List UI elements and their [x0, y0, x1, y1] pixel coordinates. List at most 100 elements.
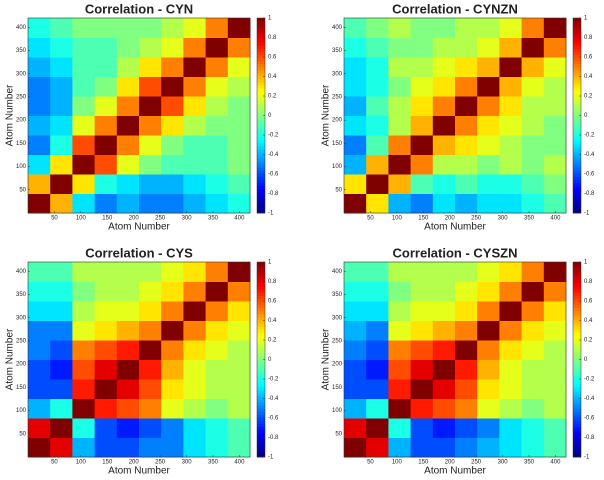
- heatmap-cell: [72, 281, 96, 302]
- colorbar-tick-label: -0.2: [584, 377, 595, 383]
- heatmap-cell: [28, 301, 51, 321]
- heatmap-cell: [410, 418, 434, 438]
- heatmap-cell: [521, 115, 545, 136]
- heatmap-cell: [116, 115, 140, 136]
- colorbar-swatch: [257, 338, 265, 342]
- colorbar-swatch: [573, 325, 581, 330]
- colorbar-swatch: [573, 112, 581, 116]
- colorbar-tick-label: 0.4: [584, 74, 593, 80]
- colorbar-swatch: [573, 396, 581, 400]
- heatmap-cell: [28, 418, 51, 438]
- colorbar-swatch: [257, 167, 265, 171]
- heatmap-cell: [28, 76, 51, 97]
- colorbar-swatch: [257, 185, 265, 190]
- plot-frame: [343, 17, 567, 214]
- x-tick-label: 350: [208, 460, 219, 466]
- colorbar-swatch: [257, 152, 265, 156]
- colorbar-tick-label: 0.8: [584, 35, 593, 41]
- colorbar-swatch: [257, 30, 265, 34]
- heatmap-cell: [455, 379, 478, 399]
- colorbar-tick-label: 0.4: [268, 74, 277, 80]
- heatmap-cell: [50, 437, 73, 458]
- heatmap-cell: [477, 96, 500, 116]
- heatmap-cell: [410, 154, 434, 175]
- colorbar-swatch: [257, 298, 265, 303]
- heatmap-cell: [227, 281, 251, 302]
- heatmap-cell: [139, 96, 162, 116]
- heatmap-cell: [227, 379, 251, 399]
- heatmap-cell: [388, 281, 412, 302]
- colorbar-swatch: [573, 335, 581, 339]
- colorbar-swatch: [573, 265, 581, 269]
- colorbar-swatch: [573, 63, 581, 68]
- heatmap-cell: [227, 37, 251, 58]
- heatmap-cell: [543, 379, 567, 399]
- heatmap-cell: [543, 57, 567, 77]
- colorbar-swatch: [257, 63, 265, 68]
- colorbar-swatch: [573, 133, 581, 138]
- heatmap-panel: 50 100 150 200 250 300 350 400 50 100 150 200 250 300…: [5, 1, 279, 232]
- heatmap-cell: [205, 262, 229, 282]
- y-tick-label: 50: [335, 187, 342, 193]
- y-tick-label: 50: [19, 187, 26, 193]
- colorbar-swatch: [257, 133, 265, 138]
- heatmap-cell: [543, 37, 567, 58]
- heatmap-cell: [455, 418, 478, 438]
- x-tick-label: 50: [367, 216, 374, 222]
- heatmap-cell: [161, 193, 184, 214]
- chart-title: Correlation - CYS: [85, 245, 193, 260]
- colorbar-swatch: [573, 94, 581, 98]
- colorbar-swatch: [257, 322, 265, 327]
- heatmap-cell: [521, 57, 545, 77]
- heatmap-cell: [388, 340, 412, 360]
- heatmap-cell: [388, 320, 412, 341]
- heatmap-cell: [28, 18, 51, 38]
- heatmap-cell: [521, 379, 545, 399]
- colorbar-swatch: [257, 389, 265, 394]
- colorbar-swatch: [257, 100, 265, 104]
- colorbar-tick-label: -0.4: [584, 152, 595, 158]
- heatmap-cell: [94, 37, 118, 58]
- y-tick-label: 100: [16, 164, 27, 170]
- heatmap-cell: [161, 437, 184, 458]
- colorbar-swatch: [573, 408, 581, 412]
- heatmap-cell: [499, 301, 523, 321]
- colorbar-tick-label: -0.4: [268, 152, 279, 158]
- colorbar-swatch: [573, 136, 581, 141]
- y-tick-label: 300: [16, 315, 27, 321]
- colorbar-swatch: [573, 206, 581, 211]
- y-tick-label: 150: [16, 141, 27, 147]
- colorbar-swatch: [257, 286, 265, 290]
- heatmap-cell: [161, 37, 184, 58]
- heatmap-cell: [72, 418, 96, 438]
- heatmap-cell: [183, 37, 207, 58]
- heatmap-cell: [50, 193, 73, 214]
- heatmap-cell: [28, 193, 51, 214]
- colorbar-swatch: [573, 405, 581, 409]
- y-tick-label: 50: [19, 431, 26, 437]
- colorbar-swatch: [573, 338, 581, 342]
- colorbar-swatch: [573, 72, 581, 77]
- y-tick-label: 100: [332, 164, 343, 170]
- heatmap-cell: [477, 135, 500, 155]
- colorbar-swatch: [573, 170, 581, 174]
- colorbar-swatch: [573, 429, 581, 434]
- heatmap-cell: [521, 76, 545, 97]
- heatmap-cell: [161, 96, 184, 116]
- heatmap-cell: [432, 37, 456, 58]
- colorbar-swatch: [573, 271, 581, 275]
- colorbar-tick-label: -1: [584, 211, 590, 217]
- colorbar-swatch: [257, 203, 265, 208]
- heatmap-cell: [161, 174, 184, 194]
- heatmap-cell: [366, 418, 389, 438]
- colorbar-swatch: [257, 350, 265, 354]
- heatmap-cell: [499, 262, 523, 282]
- heatmap-cell: [205, 37, 229, 58]
- colorbar-swatch: [573, 280, 581, 284]
- plot-frame: [27, 261, 251, 458]
- colorbar-swatch: [257, 18, 265, 22]
- heatmap-cell: [410, 379, 434, 399]
- colorbar-swatch: [257, 353, 265, 357]
- colorbar-swatch: [257, 371, 265, 376]
- colorbar-swatch: [257, 57, 265, 62]
